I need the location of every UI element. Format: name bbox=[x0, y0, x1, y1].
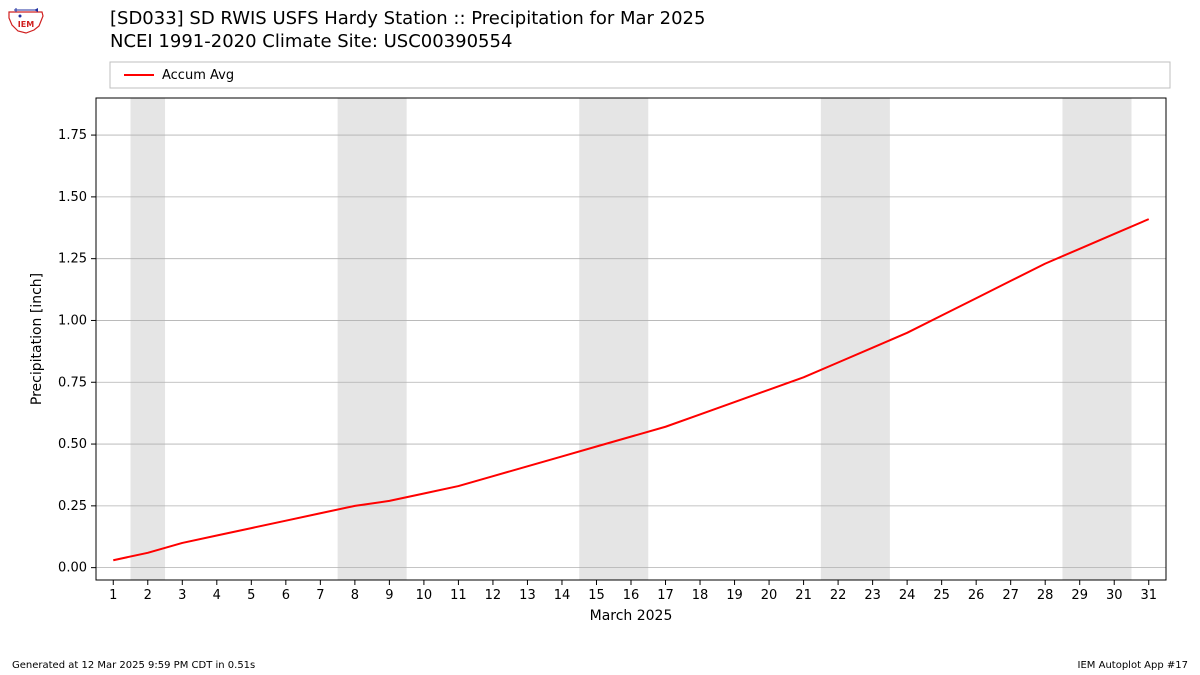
footer-appid: IEM Autoplot App #17 bbox=[1078, 660, 1188, 671]
xtick-label: 11 bbox=[450, 588, 467, 603]
weekend-band bbox=[131, 98, 166, 580]
weekend-band bbox=[1062, 98, 1131, 580]
xtick-label: 31 bbox=[1140, 588, 1157, 603]
precipitation-chart: Accum Avg 0.00 0.25 0.50 0.75 1.00 1.25 1.50 1.7… bbox=[0, 0, 1200, 660]
xtick-label: 3 bbox=[178, 588, 186, 603]
svg-text:IEM: IEM bbox=[18, 20, 34, 29]
legend-box bbox=[110, 62, 1170, 88]
legend-label: Accum Avg bbox=[162, 68, 234, 83]
ytick-label: 0.50 bbox=[58, 437, 87, 452]
xtick-label: 30 bbox=[1106, 588, 1123, 603]
xtick-label: 4 bbox=[213, 588, 221, 603]
xtick-label: 10 bbox=[416, 588, 433, 603]
weekend-band bbox=[579, 98, 648, 580]
xtick-label: 23 bbox=[864, 588, 881, 603]
xtick-label: 9 bbox=[385, 588, 393, 603]
xtick-label: 29 bbox=[1071, 588, 1088, 603]
xtick-label: 13 bbox=[519, 588, 536, 603]
xtick-label: 20 bbox=[761, 588, 778, 603]
xtick-label: 25 bbox=[933, 588, 950, 603]
xtick-label: 2 bbox=[144, 588, 152, 603]
xtick-label: 7 bbox=[316, 588, 324, 603]
xtick-label: 17 bbox=[657, 588, 674, 603]
ytick-label: 1.75 bbox=[58, 128, 87, 143]
xtick-label: 5 bbox=[247, 588, 255, 603]
ytick-label: 1.50 bbox=[58, 190, 87, 205]
xtick-label: 19 bbox=[726, 588, 743, 603]
footer-generated: Generated at 12 Mar 2025 9:59 PM CDT in … bbox=[12, 660, 255, 671]
ytick-label: 0.00 bbox=[58, 561, 87, 576]
xtick-label: 21 bbox=[795, 588, 812, 603]
ytick-label: 1.00 bbox=[58, 313, 87, 328]
xtick-label: 22 bbox=[830, 588, 847, 603]
xtick-label: 16 bbox=[623, 588, 640, 603]
ytick-label: 1.25 bbox=[58, 252, 87, 267]
chart-title: [SD033] SD RWIS USFS Hardy Station :: Pr… bbox=[110, 8, 705, 53]
title-line-1: [SD033] SD RWIS USFS Hardy Station :: Pr… bbox=[110, 8, 705, 31]
xtick-label: 26 bbox=[968, 588, 985, 603]
xtick-label: 6 bbox=[282, 588, 290, 603]
ytick-label: 0.25 bbox=[58, 499, 87, 514]
xtick-label: 8 bbox=[351, 588, 359, 603]
title-line-2: NCEI 1991-2020 Climate Site: USC00390554 bbox=[110, 31, 705, 54]
xtick-label: 15 bbox=[588, 588, 605, 603]
xtick-label: 28 bbox=[1037, 588, 1054, 603]
xtick-label: 14 bbox=[554, 588, 571, 603]
x-axis-label: March 2025 bbox=[590, 608, 673, 624]
ytick-label: 0.75 bbox=[58, 375, 87, 390]
xtick-label: 24 bbox=[899, 588, 916, 603]
y-axis-label: Precipitation [inch] bbox=[29, 273, 45, 405]
weekend-band bbox=[821, 98, 890, 580]
xtick-label: 12 bbox=[485, 588, 502, 603]
xtick-label: 18 bbox=[692, 588, 709, 603]
xtick-label: 27 bbox=[1002, 588, 1019, 603]
iem-logo: IEM bbox=[6, 6, 46, 36]
xtick-label: 1 bbox=[109, 588, 117, 603]
